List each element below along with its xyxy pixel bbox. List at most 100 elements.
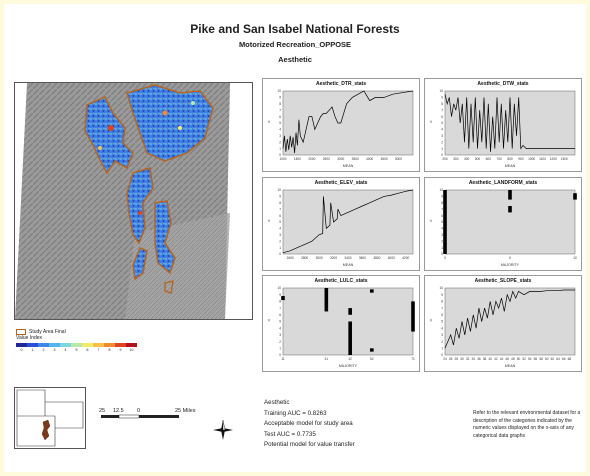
series-line bbox=[444, 94, 575, 152]
x-tick-label: 31 bbox=[325, 357, 329, 361]
ramp-swatch-7 bbox=[93, 343, 104, 347]
series-line bbox=[282, 90, 414, 154]
study-area-swatch bbox=[16, 329, 26, 335]
plot-area bbox=[444, 189, 576, 255]
y-tick-label: 9 bbox=[279, 293, 281, 297]
y-tick-label: 3 bbox=[441, 333, 443, 337]
x-tick-label: 3200 bbox=[330, 256, 337, 260]
x-tick-label: 3800 bbox=[373, 256, 380, 260]
y-tick-label: 4 bbox=[279, 128, 281, 132]
x-tick-label: 48 bbox=[511, 357, 515, 361]
y-tick-label: 2 bbox=[279, 140, 281, 144]
hillshade-map[interactable] bbox=[14, 82, 253, 320]
x-tick-label: 42 bbox=[348, 357, 352, 361]
chart-title-slope: Aesthetic_SLOPE_stats bbox=[474, 278, 532, 284]
y-tick-label: 5 bbox=[441, 220, 443, 224]
y-tick-label: 1 bbox=[279, 246, 281, 250]
bar-segment bbox=[348, 308, 352, 315]
x-tick-label: 1000 bbox=[279, 157, 286, 161]
ramp-label-10: 10 bbox=[129, 348, 134, 352]
scale-bar-svg: 25 12.5 0 25 Miles bbox=[99, 408, 196, 419]
ramp-swatch-1 bbox=[27, 343, 38, 347]
info-heading: Aesthetic bbox=[264, 399, 290, 406]
plot-area bbox=[282, 90, 414, 156]
ramp-label-7: 7 bbox=[97, 348, 100, 352]
hillshade-map-svg bbox=[15, 83, 252, 319]
x-tick-label: 0 bbox=[444, 256, 446, 260]
x-tick-label: 2800 bbox=[301, 256, 308, 260]
y-tick-label: 0 bbox=[441, 252, 443, 256]
suitability-highlights bbox=[98, 101, 195, 215]
chart-panel-elev: Aesthetic_ELEV_stats 0 1 2 3 4 5 6 7 8 9 10 2600 280… bbox=[262, 177, 420, 271]
state-outlines bbox=[16, 389, 84, 447]
plot-area bbox=[282, 189, 414, 255]
chart-dtr: 0 1 2 3 4 5 6 7 8 9 10 1000 1500 2000 2500 3000 3500 4000… bbox=[268, 89, 414, 168]
bar-segment bbox=[370, 289, 374, 293]
bar-segment bbox=[508, 206, 512, 213]
x-axis-label: MAJORITY bbox=[339, 364, 358, 368]
legend-study-area-label: Study Area Final bbox=[29, 329, 66, 335]
x-tick-label: 50 bbox=[517, 357, 521, 361]
y-tick-label: 8 bbox=[279, 201, 281, 205]
chart-panel-slope: Aesthetic_SLOPE_stats 0 1 2 3 4 5 6 7 8 9 10 24 26 28… bbox=[424, 275, 582, 372]
info-acceptable: Acceptable model for study area bbox=[264, 420, 353, 427]
y-tick-label: 1 bbox=[441, 147, 443, 151]
y-tick-label: 2 bbox=[279, 239, 281, 243]
y-tick-label: 8 bbox=[441, 300, 443, 304]
x-tick-label: 1500 bbox=[294, 157, 301, 161]
x-tick-label: 34 bbox=[471, 357, 475, 361]
y-tick-label: 4 bbox=[441, 326, 443, 330]
scale-label-12-5: 12.5 bbox=[113, 408, 124, 414]
y-tick-label: 1 bbox=[279, 347, 281, 351]
y-tick-label: 0 bbox=[441, 153, 443, 157]
x-tick-label: 4500 bbox=[381, 157, 388, 161]
value-index-ramp-labels: 0 1 2 3 4 5 6 7 8 9 10 bbox=[16, 348, 137, 352]
north-arrow-svg bbox=[213, 419, 233, 440]
y-tick-label: 3 bbox=[279, 333, 281, 337]
bar-segment bbox=[508, 190, 512, 200]
x-tick-label: 5 bbox=[509, 256, 511, 260]
map-title: Pike and San Isabel National Forests bbox=[190, 22, 400, 36]
bar-segment bbox=[281, 296, 285, 301]
x-tick-label: 24 bbox=[443, 357, 447, 361]
x-tick-label: 800 bbox=[507, 157, 513, 161]
value-index-ramp bbox=[16, 343, 137, 347]
x-axis-label: MEAN bbox=[343, 164, 354, 168]
y-tick-label: 0 bbox=[279, 252, 281, 256]
y-tick-label: 7 bbox=[441, 108, 443, 112]
y-tick-label: 0 bbox=[279, 353, 281, 357]
info-potential: Potential model for value transfer bbox=[264, 441, 355, 448]
x-tick-label: 4000 bbox=[366, 157, 373, 161]
map-legend: Study Area Final Value Index 0 1 2 3 4 5 6 7 8 9 1… bbox=[16, 329, 137, 352]
plot-area bbox=[282, 287, 414, 356]
x-tick-label: 3000 bbox=[337, 157, 344, 161]
x-tick-label: 400 bbox=[464, 157, 470, 161]
y-tick-label: 2 bbox=[441, 340, 443, 344]
y-tick-label: 9 bbox=[279, 96, 281, 100]
ramp-swatch-9 bbox=[115, 343, 126, 347]
y-axis-label: V bbox=[430, 319, 433, 323]
y-tick-label: 8 bbox=[441, 201, 443, 205]
x-tick-label: 36 bbox=[477, 357, 481, 361]
x-axis-label: MEAN bbox=[343, 263, 354, 267]
series-line bbox=[282, 189, 414, 254]
scale-label-25-miles: 25 Miles bbox=[175, 408, 196, 414]
info-test-auc: Test AUC = 0.7735 bbox=[264, 430, 316, 438]
chart-panel-dtw: Aesthetic_DTW_stats 0 1 2 3 4 5 6 7 8 9 10 200 300 40… bbox=[424, 78, 582, 172]
x-tick-label: 200 bbox=[442, 157, 448, 161]
x-tick-label: 66 bbox=[562, 357, 566, 361]
state-boundaries bbox=[17, 402, 56, 428]
x-tick-label: 52 bbox=[370, 357, 374, 361]
y-tick-label: 10 bbox=[439, 89, 443, 93]
x-tick-label: 38 bbox=[483, 357, 487, 361]
x-tick-label: 64 bbox=[556, 357, 560, 361]
y-tick-label: 6 bbox=[279, 214, 281, 218]
x-tick-label: 900 bbox=[518, 157, 524, 161]
y-tick-label: 2 bbox=[279, 340, 281, 344]
x-tick-label: 2600 bbox=[287, 256, 294, 260]
y-tick-label: 6 bbox=[441, 313, 443, 317]
x-tick-label: 44 bbox=[500, 357, 504, 361]
y-tick-label: 9 bbox=[279, 195, 281, 199]
x-tick-label: 3400 bbox=[344, 256, 351, 260]
x-tick-label: 2000 bbox=[308, 157, 315, 161]
